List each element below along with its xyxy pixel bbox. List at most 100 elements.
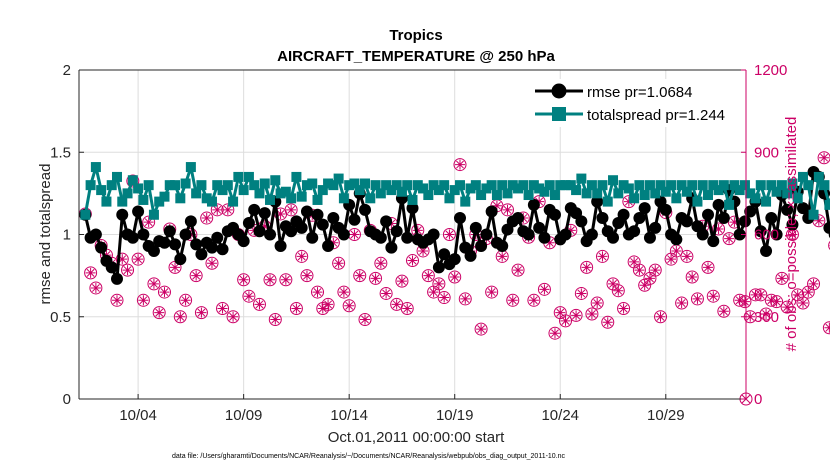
spread-point [629,193,640,204]
rmse-point [264,228,277,241]
spread-point [581,188,592,199]
spread-point [259,178,270,189]
spread-point [349,178,360,189]
y-tick-label: 1.5 [50,144,71,161]
obs-possible-marker [706,289,720,303]
spread-point [317,185,328,196]
obs-assimilated-marker [602,317,613,328]
rmse-point [258,207,271,220]
obs-assimilated-marker [528,295,539,306]
chart-subtitle: AIRCRAFT_TEMPERATURE @ 250 hPa [277,48,555,65]
spread-point [249,180,260,191]
y-axis-label: rmse and totalspread [37,164,54,305]
rmse-point [527,198,540,211]
obs-possible-marker [559,314,573,328]
spread-point [133,183,144,194]
spread-point [602,196,613,207]
y2-tick-label: 1200 [754,62,787,79]
obs-assimilated-marker [592,298,603,309]
rmse-point [348,213,361,226]
rmse-point [738,215,751,228]
spread-point [660,186,671,197]
spread-point [597,180,608,191]
rmse-point [659,203,672,216]
spread-point [618,180,629,191]
spread-point [713,185,724,196]
obs-assimilated-marker [771,296,782,307]
obs-assimilated-marker [243,291,254,302]
rmse-point [163,225,176,238]
spread-point [697,180,708,191]
spread-point [344,180,355,191]
spread-point [185,162,196,173]
spread-point [539,186,550,197]
obs-assimilated-marker [803,287,814,298]
spread-point [692,196,703,207]
obs-assimilated-marker [502,204,513,215]
spread-point [544,180,555,191]
obs-possible-marker [654,310,668,324]
obs-assimilated-marker [544,237,555,248]
obs-possible-marker [311,285,325,299]
spread-point [703,190,714,201]
obs-assimilated-marker [576,288,587,299]
spread-point [745,188,756,199]
obs-possible-marker [432,277,446,291]
obs-assimilated-marker [212,204,223,215]
spread-point [365,193,376,204]
rmse-point [190,238,203,251]
obs-assimilated-marker [148,278,159,289]
obs-possible-marker [115,252,129,266]
spread-point [243,171,254,182]
obs-possible-marker [458,292,472,306]
rmse-series [79,165,830,285]
rmse-point [311,208,324,221]
obs-possible-marker [759,307,773,321]
obs-assimilated-marker [549,328,560,339]
rmse-point [464,249,477,262]
spread-point [449,185,460,196]
y-tick-label: 1 [63,227,71,244]
obs-assimilated-marker [275,208,286,219]
legend-spread-label: totalspread pr=1.244 [587,107,725,124]
obs-assimilated-marker [206,258,217,269]
y2-tick-label: 0 [754,391,762,408]
obs-possible-marker [680,249,694,263]
rmse-point [248,203,261,216]
obs-assimilated-marker [629,256,640,267]
obs-assimilated-marker [613,285,624,296]
obs-possible-marker [611,284,625,298]
spread-point [360,178,371,189]
rmse-point [638,202,651,215]
obs-possible-marker [537,282,551,296]
obs-assimilated-marker [581,262,592,273]
rmse-point [485,205,498,218]
obs-assimilated-marker [655,311,666,322]
obs-assimilated-marker [497,251,508,262]
obs-assimilated-marker [196,307,207,318]
obs-assimilated-marker [639,280,650,291]
obs-assimilated-marker [375,258,386,269]
spread-point [428,180,439,191]
rmse-point [744,205,757,218]
obs-possible-marker [110,293,124,307]
y2-tick-label: 600 [754,227,779,244]
spread-point [523,190,534,201]
spread-point [386,185,397,196]
spread-point [613,188,624,199]
obs-possible-marker [136,293,150,307]
obs-assimilated-marker [454,159,465,170]
spread-point [549,190,560,201]
obs-assimilated-marker [270,314,281,325]
spread-point [518,180,529,191]
spread-point [476,190,487,201]
rmse-point [237,235,250,248]
spread-point [254,188,265,199]
obs-possible-marker [379,286,393,300]
obs-assimilated-marker [476,324,487,335]
obs-assimilated-marker [349,229,360,240]
rmse-point [607,231,620,244]
obs-assimilated-marker [782,302,793,313]
obs-assimilated-marker [418,245,429,256]
rmse-point [633,212,646,225]
